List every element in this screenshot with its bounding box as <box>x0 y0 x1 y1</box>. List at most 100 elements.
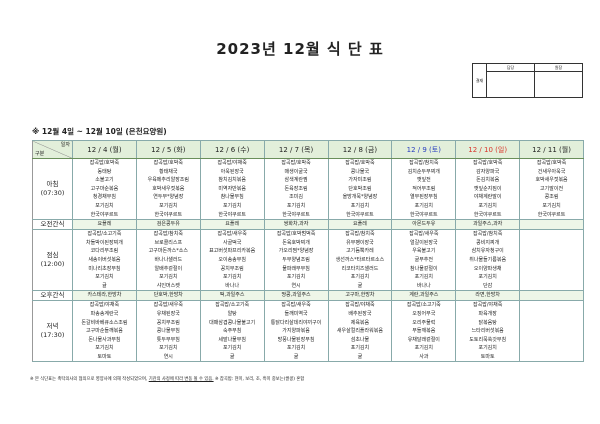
menu-item: 톳두부무침 <box>156 336 180 343</box>
menu-item: 요플레 <box>225 221 240 228</box>
menu-item: 참나물겉절이 <box>410 265 438 272</box>
menu-item: 잡곡밥/호박죽 <box>153 160 183 166</box>
menu-item: 포기김치 <box>478 274 497 281</box>
menu-item: 차돌박이된장찌개 <box>86 239 123 246</box>
menu-item: 고구마돈까스*소스 <box>148 248 188 255</box>
menu-item: 사골떡국 <box>222 239 242 246</box>
footnote-text: ※ 본 식단표는 촉탁의사의 협의으로 영양사에 의해 작성되었으며, <box>30 377 149 382</box>
menu-cell: 잡곡밥/호박죽 콩나물국 가자미조림 단호박조림 올방개묵*양념장 포기김치 한국야쿠르트 <box>327 157 393 221</box>
menu-item: 잡곡밥/호박죽 <box>89 160 120 166</box>
menu-cell: 카스테라,한방차 <box>72 290 137 302</box>
menu-item: 포기김치 <box>286 202 306 209</box>
menu-item: 바나나 <box>225 282 240 289</box>
day-header: 12 / 4 (월) <box>72 140 137 159</box>
menu-item: 잡곡밥/야채죽 <box>89 302 120 309</box>
menu-item: 포기김치 <box>350 274 370 281</box>
snack-row: 오전간식 요플레 검은콩두유 요플레 쌍화차,과자 요플레 아몬드두유 과일주스,과자 <box>32 219 584 231</box>
menu-item: 두부양념조림 <box>282 256 310 263</box>
menu-item: 건새우아욱국 <box>537 168 566 175</box>
menu-item: 고기말이전 <box>540 185 564 192</box>
menu-item: 포기김치 <box>159 345 178 352</box>
menu-item: 고구마순들깨볶음 <box>86 328 123 335</box>
menu-item <box>521 282 583 290</box>
menu-item: 고구마순볶음 <box>90 185 119 192</box>
menu-item: 동태탕 <box>97 168 112 175</box>
menu-item: 라면,한방차 <box>475 292 500 299</box>
menu-item: 돈갈비바베큐소스조림 <box>81 319 128 326</box>
menu-item: 꽁치무조림 <box>156 319 180 326</box>
menu-item: 제육볶음 <box>350 319 370 326</box>
menu-item: 한국야쿠르트 <box>410 211 438 218</box>
menu-item: 적어무조림 <box>412 185 436 192</box>
menu-cell: 잡곡밥/호박범벅죽 돈육호박찌개 가오리찜*양념장 두부양념조림 물파래무무침 포기김치 연… <box>263 229 329 292</box>
menu-cell: 잡곡밥/참치죽 콩비지찌개 삼치유자청구이 취나물들기름볶음 오이양파생채 포기김치 단감 <box>455 229 521 292</box>
menu-cell: 잡곡밥/야채죽 파송송계란국 돈갈비바베큐소스조림 고구마순들깨볶음 돈나물사과무침 포기… <box>72 300 137 363</box>
menu-item: 샤인머스켓 <box>156 282 180 289</box>
meal-time: (17:30) <box>40 331 65 340</box>
menu-item: 한국야쿠르트 <box>346 211 374 218</box>
menu-item: 닭볶음탕 <box>478 319 497 326</box>
menu-item: 느타리버섯볶음 <box>471 328 504 335</box>
menu-cell: 잡곡밥/새우죽 유채된장국 꽁치무조림 콩나물무침 톳두부무침 포기김치 연시 <box>135 300 201 363</box>
period-heading: ※ 12월 4일 ~ 12월 10일 (은천요양원) <box>32 127 167 136</box>
menu-item: 소불고기 <box>95 177 114 184</box>
day-header: 12 / 5 (화) <box>135 140 201 159</box>
menu-item: 청경채무침 <box>92 194 116 201</box>
footnote-underlined: 기관의 사정에 따라 변동 될 수 있음. <box>148 377 214 382</box>
menu-item: 올방개묵*양념장 <box>342 194 378 201</box>
menu-item: 잡곡밥/호박범벅죽 <box>276 231 316 238</box>
menu-item: 포기김치 <box>286 345 306 352</box>
approval-col-staff: 담당 <box>486 63 535 72</box>
menu-item: 한국야쿠르트 <box>473 211 502 218</box>
meal-name: 저녁 <box>46 322 59 331</box>
corner-category-label: 구분 <box>35 151 45 157</box>
menu-item: 조미김 <box>289 194 303 201</box>
menu-item: 연두부*양념장 <box>153 194 184 201</box>
menu-cell: 잡곡밥/호박죽 감자양파국 돈김치볶음 깻잎순지짐이 야채계란말이 포기김치 한국야쿠르트 <box>455 157 521 221</box>
menu-item: 알탕 <box>227 310 237 317</box>
menu-item: 잡곡밥/야채죽 <box>473 302 503 309</box>
menu-item: 잡곡밥/새우죽 <box>217 231 247 238</box>
menu-item <box>521 221 583 229</box>
menu-item: 잡곡밥/야채죽 <box>345 302 375 309</box>
menu-item: 연시 <box>291 282 301 289</box>
menu-item: 계란,과일주스 <box>409 292 439 299</box>
menu-item: 귤 <box>229 353 235 360</box>
menu-item <box>521 273 583 282</box>
menu-item: 가오리찜*양념장 <box>278 248 314 255</box>
menu-item: 아욱된장국 <box>220 168 244 175</box>
day-header: 12 / 10 (일) <box>455 140 521 159</box>
menu-item: 파육개장 <box>478 310 497 317</box>
meal-label: 저녁 (17:30) <box>32 300 73 363</box>
menu-item: 귤 <box>357 353 363 360</box>
menu-cell: 단호박,한방차 <box>135 290 201 302</box>
menu-item: 포기김치 <box>414 274 434 281</box>
menu-item: 미역자반볶음 <box>218 185 246 192</box>
menu-item: 잡곡밥/야채죽 <box>217 160 247 166</box>
menu-cell: 검은콩두유 <box>135 219 201 231</box>
menu-item: 생선까스*타르타르소스 <box>335 256 385 263</box>
menu-item: 도토리묵쑥갓무침 <box>469 336 507 343</box>
menu-item: 잡곡밥/호박죽 <box>281 160 311 166</box>
meal-row: 저녁 (17:30) 잡곡밥/야채죽 파송송계란국 돈갈비바베큐소스조림 고구마순들깨볶음… <box>32 300 584 363</box>
menu-cell: 요플레 <box>72 219 137 231</box>
menu-item: 바나나 <box>416 282 431 289</box>
menu-item: 배추된장국 <box>348 310 372 317</box>
menu-item: 미나리초장무침 <box>88 265 121 272</box>
menu-item: 콩비지찌개 <box>476 239 500 246</box>
menu-item: 잡곡밥/참치죽 <box>153 231 183 238</box>
menu-cell: 잡곡밥/새우죽 들깨미역국 통닭다리살데리야끼구이 가지양파볶음 방풍나물된장무침 포기김… <box>263 300 329 363</box>
menu-item: 감자양파국 <box>476 168 500 175</box>
menu-cell: 잡곡밥/호박죽 황태채국 우육메추리알장조림 호박새우젓볶음 연두부*양념장 포기김치 한국… <box>135 157 201 221</box>
menu-item: 연시 <box>163 353 173 360</box>
menu-item: 우육메추리알장조림 <box>147 177 190 184</box>
menu-item: 돈김치볶음 <box>476 177 500 184</box>
menu-cell <box>519 219 584 231</box>
menu-item: 얼갈이된장국 <box>410 239 438 246</box>
menu-item: 포기김치 <box>95 202 114 209</box>
menu-item: 카스테라,한방차 <box>87 292 122 299</box>
menu-item <box>521 247 583 256</box>
menu-item: 한국야쿠르트 <box>154 211 183 218</box>
menu-item: 숙주무침 <box>222 328 242 335</box>
menu-cell: 잡곡밥/새우죽 얼갈이된장국 우육불고기 굴부추전 참나물겉절이 포기김치 바나나 <box>391 229 457 292</box>
